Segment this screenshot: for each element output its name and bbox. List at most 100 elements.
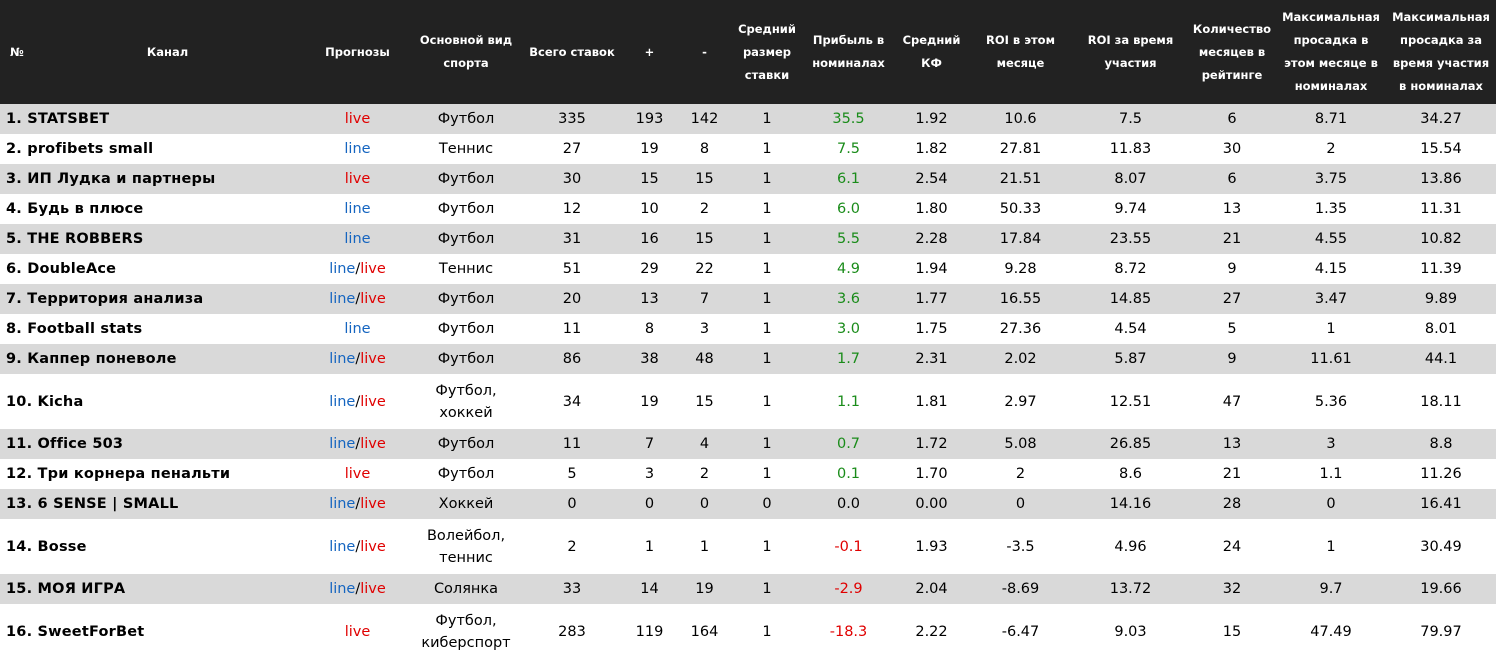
losses-cell: 15 — [677, 164, 732, 194]
profit-cell: 1.1 — [802, 374, 895, 429]
header-months: Количество месяцев в рейтинге — [1188, 0, 1276, 104]
profit-cell: 0.0 — [802, 489, 895, 519]
wins-cell: 19 — [622, 374, 677, 429]
drawdown-total-cell: 19.66 — [1386, 574, 1496, 604]
forecast-line-label: line — [344, 321, 371, 337]
forecast-live-label: live — [360, 436, 386, 452]
drawdown-total-cell: 11.39 — [1386, 254, 1496, 284]
forecast-type-cell: line/live — [305, 574, 410, 604]
wins-cell: 193 — [622, 104, 677, 134]
total-bets-cell: 30 — [522, 164, 622, 194]
forecast-line-label: line — [329, 351, 356, 367]
avg-stake-cell: 0 — [732, 489, 802, 519]
forecast-type-cell: line — [305, 194, 410, 224]
total-bets-cell: 283 — [522, 604, 622, 659]
drawdown-total-cell: 34.27 — [1386, 104, 1496, 134]
forecast-live-label: live — [360, 261, 386, 277]
drawdown-total-cell: 13.86 — [1386, 164, 1496, 194]
sport-cell: Футбол — [410, 429, 522, 459]
sport-cell: Футбол, киберспорт — [410, 604, 522, 659]
roi-month-cell: 5.08 — [968, 429, 1073, 459]
header-row: № Канал Прогнозы Основной вид спорта Все… — [0, 0, 1496, 104]
forecast-type-cell: live — [305, 164, 410, 194]
avg-stake-cell: 1 — [732, 459, 802, 489]
profit-cell: -0.1 — [802, 519, 895, 574]
avg-kf-cell: 1.92 — [895, 104, 968, 134]
months-cell: 47 — [1188, 374, 1276, 429]
table-row: 1. STATSBET live Футбол 335 193 142 1 35.5 1.92 1… — [0, 104, 1496, 134]
forecast-line-label: line — [329, 393, 356, 410]
forecast-type-cell: line — [305, 314, 410, 344]
roi-total-cell: 9.74 — [1073, 194, 1188, 224]
total-bets-cell: 11 — [522, 314, 622, 344]
roi-month-cell: 10.6 — [968, 104, 1073, 134]
drawdown-month-cell: 1 — [1276, 314, 1386, 344]
roi-total-cell: 23.55 — [1073, 224, 1188, 254]
forecast-line-label: line — [344, 141, 371, 157]
months-cell: 13 — [1188, 194, 1276, 224]
forecast-live-label: live — [344, 466, 371, 482]
months-cell: 32 — [1188, 574, 1276, 604]
roi-month-cell: 16.55 — [968, 284, 1073, 314]
roi-total-cell: 8.6 — [1073, 459, 1188, 489]
avg-kf-cell: 2.28 — [895, 224, 968, 254]
profit-cell: 6.1 — [802, 164, 895, 194]
losses-cell: 2 — [677, 194, 732, 224]
profit-cell: 3.0 — [802, 314, 895, 344]
sport-cell: Волейбол, теннис — [410, 519, 522, 574]
header-num: № — [0, 0, 30, 104]
profit-cell: 1.7 — [802, 344, 895, 374]
losses-cell: 7 — [677, 284, 732, 314]
months-cell: 13 — [1188, 429, 1276, 459]
avg-kf-cell: 1.93 — [895, 519, 968, 574]
losses-cell: 48 — [677, 344, 732, 374]
total-bets-cell: 34 — [522, 374, 622, 429]
table-row: 2. profibets small line Теннис 27 19 8 1 7.5 1.8… — [0, 134, 1496, 164]
channel-name-cell: 16. SweetForBet — [0, 604, 305, 659]
forecast-live-label: live — [344, 171, 371, 187]
sport-cell: Теннис — [410, 254, 522, 284]
drawdown-month-cell: 47.49 — [1276, 604, 1386, 659]
channel-name-cell: 13. 6 SENSE | SMALL — [0, 489, 305, 519]
avg-stake-cell: 1 — [732, 344, 802, 374]
total-bets-cell: 2 — [522, 519, 622, 574]
drawdown-month-cell: 5.36 — [1276, 374, 1386, 429]
forecast-live-label: live — [360, 291, 386, 307]
avg-stake-cell: 1 — [732, 429, 802, 459]
avg-kf-cell: 2.22 — [895, 604, 968, 659]
months-cell: 6 — [1188, 164, 1276, 194]
channel-name-cell: 12. Три корнера пенальти — [0, 459, 305, 489]
forecast-live-label: live — [360, 393, 386, 410]
forecast-line-label: line — [329, 538, 356, 555]
forecast-type-cell: live — [305, 604, 410, 659]
roi-total-cell: 13.72 — [1073, 574, 1188, 604]
months-cell: 24 — [1188, 519, 1276, 574]
table-row: 5. THE ROBBERS line Футбол 31 16 15 1 5.5 2.28 17… — [0, 224, 1496, 254]
drawdown-month-cell: 9.7 — [1276, 574, 1386, 604]
header-avg-stake: Средний размер ставки — [732, 0, 802, 104]
drawdown-total-cell: 8.8 — [1386, 429, 1496, 459]
drawdown-month-cell: 11.61 — [1276, 344, 1386, 374]
channel-name-cell: 10. Kicha — [0, 374, 305, 429]
avg-kf-cell: 1.75 — [895, 314, 968, 344]
table-row: 14. Bosse line/live Волейбол, теннис 2 1 1 1 -0… — [0, 519, 1496, 574]
wins-cell: 7 — [622, 429, 677, 459]
forecast-line-label: line — [329, 496, 356, 512]
wins-cell: 16 — [622, 224, 677, 254]
table-row: 13. 6 SENSE | SMALL line/live Хоккей 0 0 0 0 0.… — [0, 489, 1496, 519]
roi-total-cell: 14.16 — [1073, 489, 1188, 519]
losses-cell: 15 — [677, 224, 732, 254]
forecast-type-cell: line/live — [305, 344, 410, 374]
forecast-line-label: line — [329, 581, 356, 597]
table-row: 15. МОЯ ИГРА line/live Солянка 33 14 19 1 -2.9 2… — [0, 574, 1496, 604]
table-row: 3. ИП Лудка и партнеры live Футбол 30 15 15 1 6… — [0, 164, 1496, 194]
table-row: 6. DoubleAce line/live Теннис 51 29 22 1 4.9 1.9… — [0, 254, 1496, 284]
drawdown-total-cell: 11.26 — [1386, 459, 1496, 489]
avg-stake-cell: 1 — [732, 134, 802, 164]
sport-cell: Футбол — [410, 104, 522, 134]
sport-cell: Футбол, хоккей — [410, 374, 522, 429]
drawdown-total-cell: 44.1 — [1386, 344, 1496, 374]
table-row: 12. Три корнера пенальти live Футбол 5 3 2 1 0.… — [0, 459, 1496, 489]
table-row: 9. Каппер поневоле line/live Футбол 86 38 48 1… — [0, 344, 1496, 374]
